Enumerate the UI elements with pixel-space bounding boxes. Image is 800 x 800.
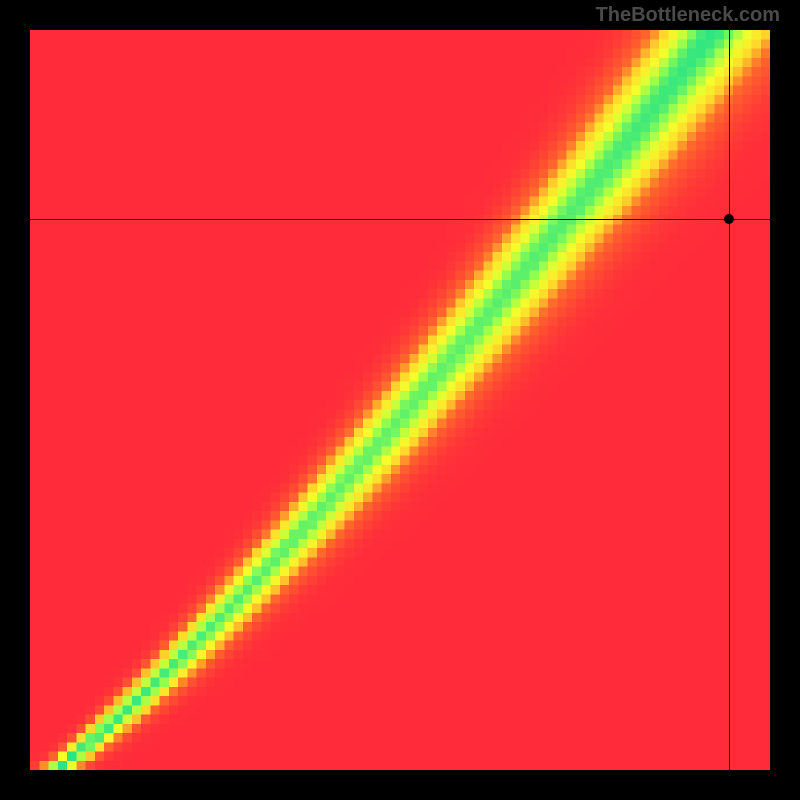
crosshair-horizontal [30,219,770,220]
watermark-text: TheBottleneck.com [596,4,780,27]
heatmap-canvas [30,30,770,770]
crosshair-marker-dot [724,214,734,224]
crosshair-vertical [729,30,730,770]
heatmap-plot-area [30,30,770,770]
